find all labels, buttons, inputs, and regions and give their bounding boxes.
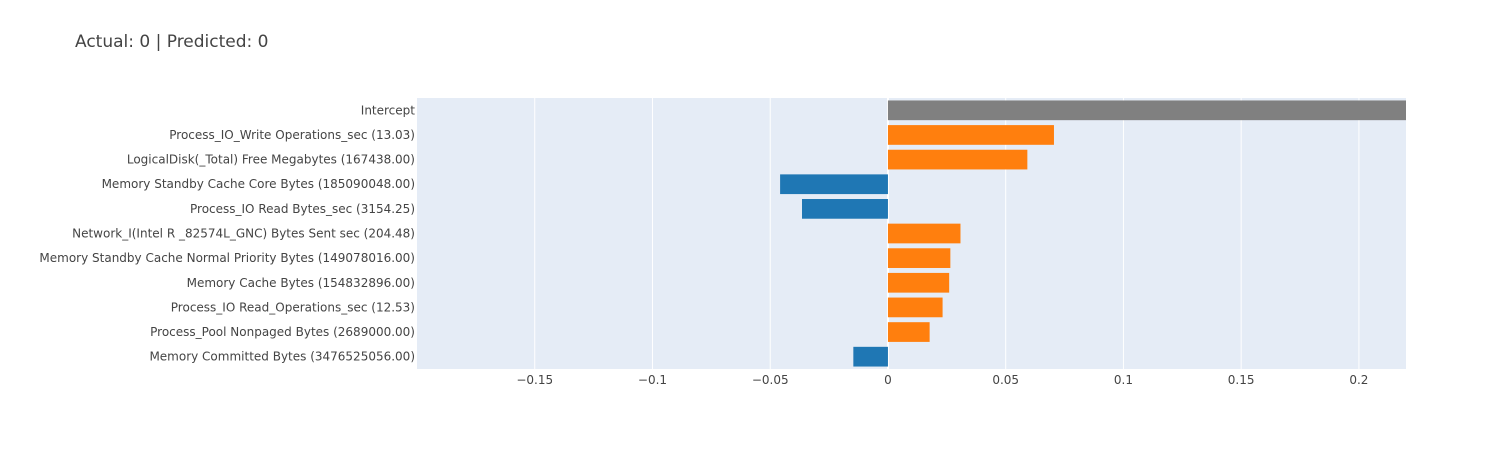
x-tick-labels: −0.15 −0.1 −0.05 0 0.05 0.1 0.15 0.2 bbox=[516, 373, 1368, 387]
category-labels: Intercept Process_IO_Write Operations_sec… bbox=[39, 103, 415, 363]
x-tick-label: −0.15 bbox=[516, 373, 553, 387]
bar-positive bbox=[887, 248, 951, 268]
bar-positive bbox=[887, 297, 943, 318]
category-label: Process_IO Read Bytes_sec (3154.25) bbox=[190, 202, 415, 216]
bar-negative bbox=[853, 346, 888, 367]
category-label: Memory Committed Bytes (3476525056.00) bbox=[149, 350, 415, 364]
x-tick-label: 0.15 bbox=[1228, 373, 1255, 387]
bars bbox=[780, 100, 1406, 367]
category-label: Process_Pool Nonpaged Bytes (2689000.00) bbox=[150, 325, 415, 339]
category-label: Memory Standby Cache Core Bytes (1850900… bbox=[102, 177, 415, 191]
category-label: Memory Cache Bytes (154832896.00) bbox=[187, 276, 415, 290]
bar-negative bbox=[802, 199, 888, 219]
bar-negative bbox=[780, 174, 888, 195]
bar-positive bbox=[887, 322, 930, 342]
x-tick-label: 0.1 bbox=[1114, 373, 1133, 387]
category-label: LogicalDisk(_Total) Free Megabytes (1674… bbox=[127, 153, 415, 167]
x-tick-label: −0.05 bbox=[752, 373, 789, 387]
category-label: Memory Standby Cache Normal Priority Byt… bbox=[39, 251, 415, 265]
bar-positive bbox=[887, 149, 1028, 170]
bar-positive bbox=[887, 223, 961, 244]
category-label: Process_IO_Write Operations_sec (13.03) bbox=[169, 128, 415, 142]
category-label: Process_IO Read_Operations_sec (12.53) bbox=[171, 300, 415, 314]
x-tick-label: −0.1 bbox=[638, 373, 667, 387]
x-tick-label: 0.2 bbox=[1349, 373, 1368, 387]
category-label: Network_I(Intel R _82574L_GNC) Bytes Sen… bbox=[72, 227, 415, 241]
category-label: Intercept bbox=[361, 103, 416, 117]
bar-intercept bbox=[887, 100, 1406, 121]
bar-positive bbox=[887, 125, 1054, 145]
chart-title: Actual: 0 | Predicted: 0 bbox=[75, 32, 269, 52]
bar-positive bbox=[887, 272, 950, 293]
x-tick-label: 0 bbox=[884, 373, 892, 387]
x-tick-label: 0.05 bbox=[992, 373, 1019, 387]
